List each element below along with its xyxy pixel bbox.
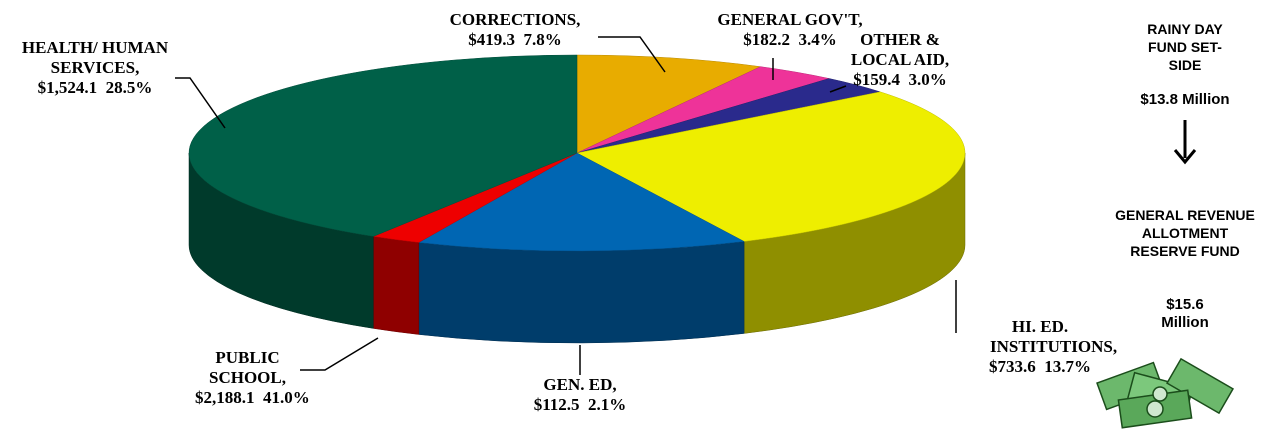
slice-label: PUBLIC SCHOOL, $2,188.1 41.0% [195,348,310,408]
category-label: PUBLIC SCHOOL, [209,348,286,387]
slice-side [418,241,745,344]
leader-line [175,77,226,129]
reserve-amount: $15.6 Million [1161,296,1209,331]
value-line: $182.2 3.4% [705,30,875,50]
value-line: $419.3 7.8% [430,30,600,50]
percent-label: 2.1% [588,395,627,414]
category-label: HEALTH/ HUMAN SERVICES, [21,38,169,77]
slice [188,54,578,237]
value-line: $159.4 3.0% [845,70,955,90]
slice-label: OTHER & LOCAL AID, $159.4 3.0% [845,30,955,90]
amount-label: $733.6 [989,357,1036,376]
percent-label: 28.5% [105,78,153,97]
amount-label: $419.3 [468,30,515,49]
slice-label: HI. ED. INSTITUTIONS, $733.6 13.7% [960,317,1120,377]
pie-tops [188,54,966,252]
rainy-day-title: RAINY DAY FUND SET-SIDE [1147,21,1223,73]
slice-label: GENERAL GOV'T, $182.2 3.4% [705,10,875,50]
slice [576,54,762,154]
category-label: CORRECTIONS, [449,10,581,29]
category-label: OTHER & LOCAL AID, [850,30,950,69]
money-icon [1096,357,1235,429]
slice [418,152,745,252]
amount-label: $182.2 [743,30,790,49]
value-line: $733.6 13.7% [960,357,1120,377]
slice-label: CORRECTIONS, $419.3 7.8% [430,10,600,50]
amount-label: $159.4 [853,70,900,89]
value-line: $112.5 2.1% [500,395,660,415]
pie-sides [188,152,966,344]
value-line: $1,524.1 28.5% [0,78,190,98]
slice-label: HEALTH/ HUMAN SERVICES, $1,524.1 28.5% [0,38,190,98]
rainy-day-amount: $13.8 Million [1140,91,1230,108]
percent-label: 3.0% [908,70,947,89]
slice-side [373,236,420,335]
amount-label: $1,524.1 [37,78,98,97]
category-label: GENERAL GOV'T, [717,10,863,29]
amount-label: $2,188.1 [195,388,255,407]
percent-label: 13.7% [1044,357,1091,376]
slice-label: GEN. ED, $112.5 2.1% [500,375,660,415]
category-label: HI. ED. INSTITUTIONS, [990,317,1118,356]
percent-label: 7.8% [523,30,562,49]
arrow [1173,120,1197,165]
percent-label: 3.4% [798,30,837,49]
amount-label: $112.5 [533,395,580,414]
leader-line [300,337,379,371]
leader-line [829,85,847,93]
value-line: $2,188.1 41.0% [195,388,310,408]
percent-label: 41.0% [263,388,310,407]
category-label: GEN. ED, [543,375,617,394]
slice [576,91,966,242]
reserve-title: GENERAL REVENUE ALLOTMENT RESERVE FUND [1115,207,1255,259]
leader-line [598,36,666,73]
